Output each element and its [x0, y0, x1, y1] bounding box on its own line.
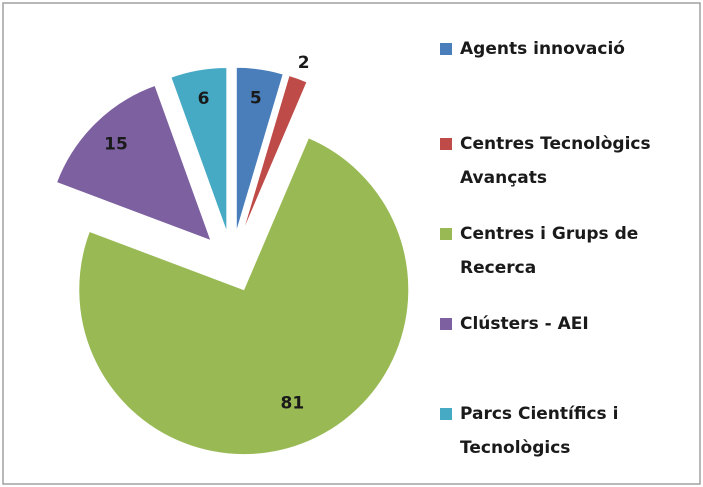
- legend-item: Agents innovació: [440, 32, 695, 66]
- pie-slice: [55, 84, 212, 242]
- data-label: 2: [298, 53, 310, 73]
- legend-item: Parcs Científics i Tecnològics: [440, 397, 695, 465]
- legend-swatch: [440, 408, 452, 420]
- legend-label: Clústers - AEI: [460, 314, 589, 334]
- pie-slice: [235, 66, 284, 233]
- data-label: 5: [250, 88, 262, 108]
- legend-label: Parcs Científics i Tecnològics: [460, 404, 619, 458]
- data-label: 15: [104, 134, 128, 154]
- legend-swatch: [440, 138, 452, 150]
- data-label: 81: [281, 393, 305, 413]
- legend-swatch: [440, 43, 452, 55]
- legend-swatch: [440, 318, 452, 330]
- pie-slice: [241, 74, 308, 234]
- pie-slice: [170, 66, 228, 233]
- legend-label: Centres Tecnològics Avançats: [460, 134, 651, 188]
- legend-label: Agents innovació: [460, 39, 625, 59]
- legend-swatch: [440, 228, 452, 240]
- pie-slice: [78, 137, 410, 456]
- legend-item: Centres Tecnològics Avançats: [440, 127, 695, 195]
- legend-item: Centres i Grups de Recerca: [440, 217, 695, 285]
- legend-item: Clústers - AEI: [440, 307, 695, 341]
- data-label: 6: [198, 89, 210, 109]
- legend-label: Centres i Grups de Recerca: [460, 224, 639, 278]
